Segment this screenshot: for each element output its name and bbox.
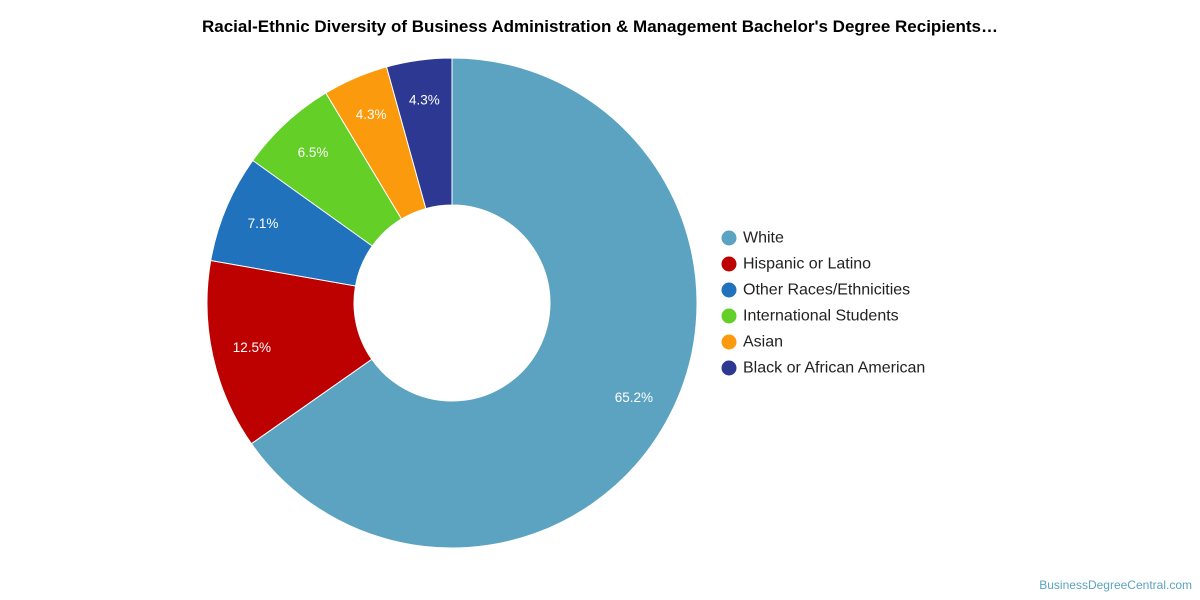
- legend-label: International Students: [743, 308, 899, 325]
- legend-item-hispanic-or-latino[interactable]: Hispanic or Latino: [721, 256, 872, 273]
- legend-item-black-or-african-american[interactable]: Black or African American: [721, 360, 926, 377]
- donut-slices: [206, 57, 698, 549]
- slice-label-white: 65.2%: [615, 390, 653, 405]
- slice-hispanic-or-latino[interactable]: [206, 259, 373, 445]
- legend: White Hispanic or Latino Other Races/Ethni…: [721, 230, 926, 377]
- chart-title: Racial-Ethnic Diversity of Business Admi…: [201, 17, 998, 36]
- slice-label-international-students: 6.5%: [298, 145, 329, 160]
- legend-swatch: [721, 256, 737, 272]
- legend-label: White: [743, 230, 784, 247]
- legend-item-white[interactable]: White: [721, 230, 785, 247]
- legend-item-asian[interactable]: Asian: [721, 334, 784, 351]
- slice-white[interactable]: [250, 57, 698, 549]
- slice-label-other-races-ethnicities: 7.1%: [248, 216, 279, 231]
- legend-label: Hispanic or Latino: [743, 256, 871, 273]
- legend-swatch: [721, 334, 737, 350]
- slice-label-asian: 4.3%: [356, 107, 387, 122]
- legend-swatch: [721, 230, 737, 246]
- legend-swatch: [721, 360, 737, 376]
- legend-item-other-races-ethnicities[interactable]: Other Races/Ethnicities: [721, 282, 911, 299]
- slice-label-hispanic-or-latino: 12.5%: [233, 340, 271, 355]
- legend-label: Other Races/Ethnicities: [743, 282, 910, 299]
- legend-label: Asian: [743, 334, 783, 351]
- legend-item-international-students[interactable]: International Students: [721, 308, 899, 325]
- legend-swatch: [721, 282, 737, 298]
- legend-label: Black or African American: [743, 360, 925, 377]
- legend-swatch: [721, 308, 737, 324]
- source-credit[interactable]: BusinessDegreeCentral.com: [1039, 578, 1192, 592]
- slice-labels: 65.2% 12.5% 7.1% 6.5% 4.3% 4.3%: [233, 92, 653, 405]
- slice-black-or-african-american[interactable]: [385, 57, 453, 210]
- slice-label-black-or-african-american: 4.3%: [409, 92, 440, 107]
